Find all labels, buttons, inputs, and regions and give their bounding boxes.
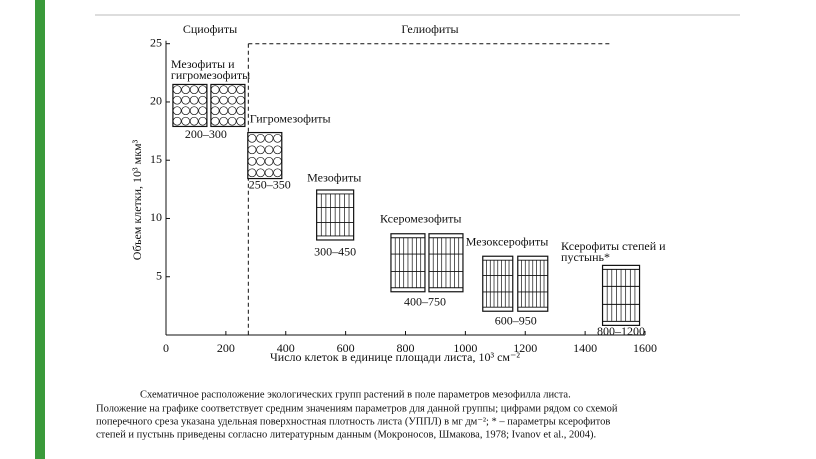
group-name: Мезофиты и (171, 57, 235, 71)
cell (219, 85, 229, 95)
cell (273, 156, 282, 166)
cell (181, 116, 191, 126)
group-name: Мезофиты (307, 171, 361, 185)
group-name: гигромезофиты (171, 68, 250, 82)
x-tick-label: 200 (217, 341, 235, 355)
cell (181, 106, 191, 116)
caption-line: степей и пустынь приведены согласно лите… (96, 429, 596, 440)
cell (256, 168, 265, 178)
cell-schematic (247, 131, 283, 180)
cell (227, 85, 237, 95)
caption-line: поперечного среза указана удельная повер… (96, 416, 610, 427)
cell-schematic (390, 233, 464, 293)
cell (198, 116, 208, 126)
leaf-section (210, 83, 246, 128)
group-range: 200–300 (185, 127, 227, 141)
cell (210, 106, 220, 116)
group-range: 300–450 (314, 245, 356, 259)
cell-schematic (316, 189, 355, 241)
cell (256, 145, 265, 155)
side-bar (35, 0, 45, 459)
x-tick-label: 1600 (633, 341, 657, 355)
x-tick-label: 400 (277, 341, 295, 355)
cell-schematic (482, 255, 549, 312)
cell (273, 168, 282, 178)
x-axis-label: Число клеток в единице площади листа, 10… (270, 350, 520, 364)
cell (189, 106, 199, 116)
cell (198, 95, 208, 105)
cell (227, 116, 237, 126)
x-tick-label: 600 (337, 341, 355, 355)
y-tick-label: 10 (150, 210, 162, 224)
cell (181, 95, 191, 105)
cell (256, 156, 265, 166)
leaf-section (247, 131, 283, 180)
x-tick-label: 800 (397, 341, 415, 355)
zone-label: Сциофиты (183, 22, 237, 36)
cell (210, 95, 220, 105)
cell (210, 85, 220, 95)
cell (227, 106, 237, 116)
cell (172, 106, 182, 116)
cell (172, 95, 182, 105)
cell (189, 85, 199, 95)
cell (189, 116, 199, 126)
group-range: 800–1200 (597, 324, 645, 338)
y-tick-label: 20 (150, 94, 162, 108)
group-range: 400–750 (404, 295, 446, 309)
x-tick-label: 0 (163, 341, 169, 355)
cell (236, 95, 246, 105)
cell (198, 106, 208, 116)
cell (172, 116, 182, 126)
cell (219, 95, 229, 105)
group-range: 600–950 (495, 313, 537, 327)
cell (247, 156, 257, 166)
leaf-section (172, 83, 208, 128)
cell (236, 85, 246, 95)
cell-schematic (601, 264, 641, 326)
cell (247, 168, 257, 178)
cell (219, 106, 229, 116)
group-name: пустынь* (561, 250, 610, 264)
cell-schematic (172, 83, 246, 128)
group-name: Мезоксерофиты (466, 234, 549, 248)
cell (236, 106, 246, 116)
caption-line: Схематичное расположение экологических г… (140, 389, 571, 400)
cell (189, 95, 199, 105)
x-tick-label: 1400 (573, 341, 597, 355)
y-axis-label: Объем клетки, 10³ мкм³ (130, 139, 144, 260)
cell (273, 145, 282, 155)
cell (247, 133, 257, 143)
cell (172, 85, 182, 95)
cell (236, 116, 246, 126)
cell (273, 133, 282, 143)
y-tick-label: 15 (150, 152, 162, 166)
zone-label: Гелиофиты (401, 22, 458, 36)
cell (198, 85, 208, 95)
cell (219, 116, 229, 126)
cell (210, 116, 220, 126)
group-name: Ксерофиты степей и (561, 239, 666, 253)
x-tick-label: 1200 (513, 341, 537, 355)
y-tick-label: 25 (150, 35, 162, 49)
group-name: Гигромезофиты (250, 111, 331, 125)
x-tick-label: 1000 (453, 341, 477, 355)
cell (181, 85, 191, 95)
cell (227, 95, 237, 105)
cell (264, 168, 274, 178)
group-name: Ксеромезофиты (380, 212, 462, 226)
cell (256, 133, 265, 143)
y-tick-label: 5 (156, 268, 162, 282)
cell (264, 145, 274, 155)
caption-line: Положение на графике соответствует средн… (96, 403, 618, 414)
cell (264, 133, 274, 143)
cell (264, 156, 274, 166)
group-range: 250–350 (249, 177, 291, 191)
cell (247, 145, 257, 155)
